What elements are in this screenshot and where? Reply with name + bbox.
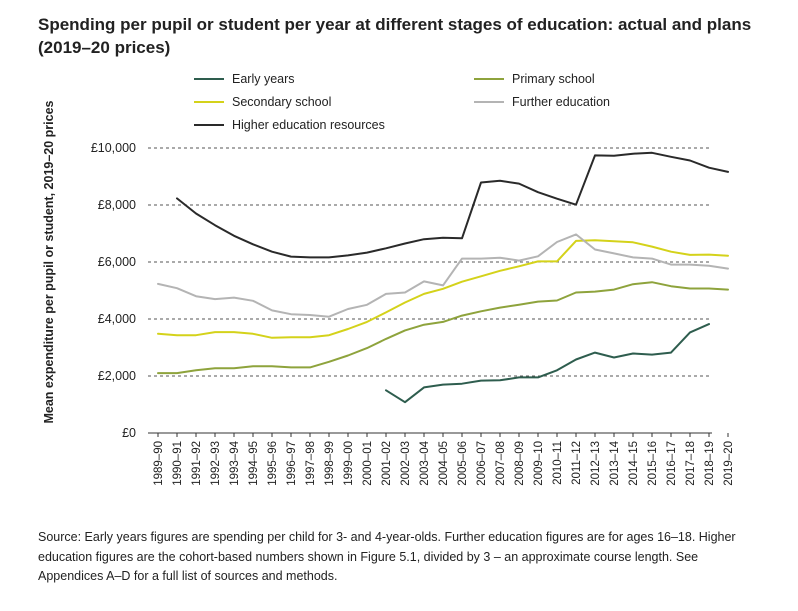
y-tick-label: £10,000 <box>91 141 136 155</box>
x-tick-label: 1997–98 <box>305 441 317 486</box>
x-tick-label: 2018–19 <box>704 441 716 486</box>
series-line-secondary-school <box>157 239 729 339</box>
x-tick-label: 2016–17 <box>666 441 678 486</box>
series-line-early-years <box>385 323 710 404</box>
x-tick-label: 2006–07 <box>476 441 488 486</box>
series-line-primary-school <box>157 281 729 375</box>
x-tick-label: 2012–13 <box>590 441 602 486</box>
x-tick-label: 2017–18 <box>685 441 697 486</box>
x-tick-label: 1999–00 <box>343 441 355 486</box>
y-tick-label: £2,000 <box>98 369 136 383</box>
x-tick-labels: 1989–90 1990–91 1991–92 1992–93 1993–94 1994–… <box>153 440 735 485</box>
series-line-further-education <box>157 233 729 318</box>
y-tick-labels: £0 £2,000 £4,000 £6,000 £8,000 £10,000 <box>91 141 136 440</box>
x-tick-label: 2008–09 <box>514 441 526 486</box>
x-tick-label: 1989–90 <box>153 441 165 486</box>
gridlines <box>148 147 712 377</box>
x-tick-label: 2005–06 <box>457 441 469 486</box>
x-tick-label: 2009–10 <box>533 441 545 486</box>
x-tick-label: 2007–08 <box>495 441 507 486</box>
chart-title: Spending per pupil or student per year a… <box>38 15 752 57</box>
x-tick-label: 2013–14 <box>609 440 621 485</box>
y-axis-label: Mean expenditure per pupil or student, 2… <box>42 100 56 423</box>
x-tick-label: 1995–96 <box>267 441 279 486</box>
x-tick-label: 2001–02 <box>381 441 393 486</box>
y-tick-label: £6,000 <box>98 255 136 269</box>
series-lines <box>157 151 729 404</box>
x-tick-label: 2003–04 <box>419 440 431 485</box>
x-tick-label: 2015–16 <box>647 441 659 486</box>
x-tick-label: 1994–95 <box>248 441 260 486</box>
x-axis <box>148 432 729 437</box>
source-note: Source: Early years figures are spending… <box>38 530 736 583</box>
x-tick-label: 2019–20 <box>723 441 735 486</box>
x-tick-label: 1998–99 <box>324 441 336 486</box>
x-tick-label: 2014–15 <box>628 441 640 486</box>
x-tick-label: 1993–94 <box>229 440 241 485</box>
y-tick-label: £8,000 <box>98 198 136 212</box>
x-tick-label: 2011–12 <box>571 441 583 485</box>
x-tick-label: 2010–11 <box>552 441 564 485</box>
x-tick-label: 2002–03 <box>400 441 412 486</box>
series-line-higher-education-resources <box>176 151 729 259</box>
x-tick-label: 1990–91 <box>172 441 184 486</box>
y-tick-label: £4,000 <box>98 312 136 326</box>
x-tick-label: 1996–97 <box>286 441 298 486</box>
x-tick-label: 2000–01 <box>362 441 374 486</box>
line-chart: £0 £2,000 £4,000 £6,000 £8,000 £10,000 1989–9… <box>42 100 735 485</box>
x-tick-label: 2004–05 <box>438 441 450 486</box>
x-tick-label: 1991–92 <box>191 441 203 486</box>
x-tick-label: 1992–93 <box>210 441 222 486</box>
y-tick-label: £0 <box>122 426 136 440</box>
